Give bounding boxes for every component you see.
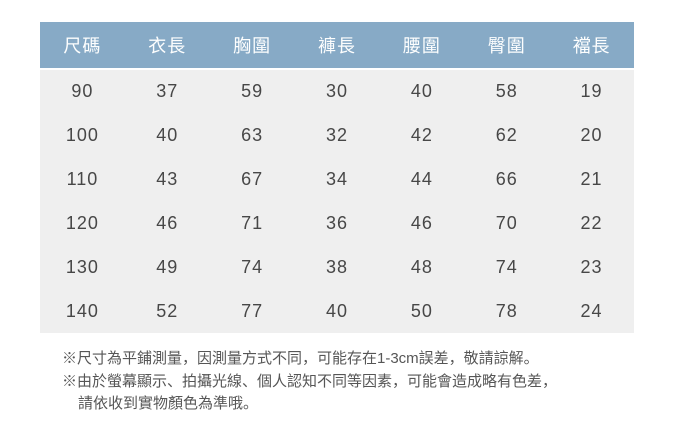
table-cell: 30	[325, 81, 348, 102]
table-cell: 34	[325, 169, 348, 190]
column-header-garment-length: 衣長	[148, 36, 187, 56]
table-cell: 44	[410, 169, 433, 190]
table-cell: 50	[410, 300, 433, 321]
table-cell: 40	[156, 125, 179, 146]
table-cell: 37	[156, 81, 179, 102]
column-header-size: 尺碼	[63, 36, 102, 56]
table-row: 140 52 77 40 50 78 24	[40, 289, 634, 333]
table-cell: 62	[495, 125, 518, 146]
table-cell: 32	[325, 125, 348, 146]
table-body: 90 37 59 30 40 58 19 100 40 63 32 42 62 …	[40, 70, 634, 333]
table-cell: 78	[495, 300, 518, 321]
table-cell: 74	[241, 256, 264, 277]
column-header-crotch-length: 襠長	[572, 36, 611, 56]
table-cell: 36	[325, 212, 348, 233]
disclaimer-notes: ※尺寸為平鋪測量，因測量方式不同，可能存在1-3cm誤差，敬請諒解。 ※由於螢幕…	[62, 348, 622, 416]
table-cell: 120	[65, 212, 99, 233]
table-cell: 21	[580, 169, 603, 190]
table-row: 90 37 59 30 40 58 19	[40, 70, 634, 114]
note-color-disclaimer-continued: 請依收到實物顏色為準哦。	[78, 395, 259, 412]
table-cell: 58	[495, 81, 518, 102]
table-cell: 38	[325, 256, 348, 277]
table-row: 110 43 67 34 44 66 21	[40, 158, 634, 202]
table-cell: 110	[66, 169, 99, 190]
table-cell: 77	[241, 300, 264, 321]
table-cell: 46	[410, 212, 433, 233]
table-cell: 19	[580, 81, 603, 102]
table-cell: 46	[156, 212, 179, 233]
table-cell: 42	[410, 125, 433, 146]
table-cell: 20	[580, 125, 603, 146]
table-cell: 71	[241, 212, 264, 233]
size-chart-table: 尺碼 衣長 胸圍 褲長 腰圍 臀圍 襠長 90 37 59 30 40 58 1…	[40, 22, 634, 333]
table-cell: 49	[156, 256, 179, 277]
note-measurement-disclaimer: ※尺寸為平鋪測量，因測量方式不同，可能存在1-3cm誤差，敬請諒解。	[62, 350, 539, 367]
table-row: 100 40 63 32 42 62 20	[40, 114, 634, 158]
table-cell: 48	[410, 256, 433, 277]
note-color-disclaimer: ※由於螢幕顯示、拍攝光線、個人認知不同等因素，可能會造成略有色差，	[62, 372, 558, 390]
table-cell: 70	[495, 212, 518, 233]
table-cell: 40	[325, 300, 348, 321]
table-cell: 63	[241, 125, 264, 146]
table-cell: 43	[156, 169, 179, 190]
table-cell: 23	[580, 256, 603, 277]
table-cell: 52	[156, 300, 179, 321]
column-header-waist: 腰圍	[402, 36, 441, 56]
table-cell: 24	[580, 300, 603, 321]
table-cell: 130	[65, 256, 99, 277]
table-cell: 66	[495, 169, 518, 190]
table-row: 130 49 74 38 48 74 23	[40, 245, 634, 289]
table-cell: 74	[495, 256, 518, 277]
table-cell: 67	[241, 169, 264, 190]
table-cell: 140	[65, 300, 99, 321]
table-header-row: 尺碼 衣長 胸圍 褲長 腰圍 臀圍 襠長	[40, 22, 634, 68]
column-header-hip: 臀圍	[487, 36, 526, 56]
table-cell: 90	[71, 81, 94, 102]
column-header-pants-length: 褲長	[317, 36, 356, 56]
table-cell: 40	[410, 81, 433, 102]
table-row: 120 46 71 36 46 70 22	[40, 201, 634, 245]
column-header-chest: 胸圍	[233, 36, 272, 56]
table-cell: 22	[580, 212, 603, 233]
table-cell: 59	[241, 81, 264, 102]
table-cell: 100	[65, 125, 99, 146]
